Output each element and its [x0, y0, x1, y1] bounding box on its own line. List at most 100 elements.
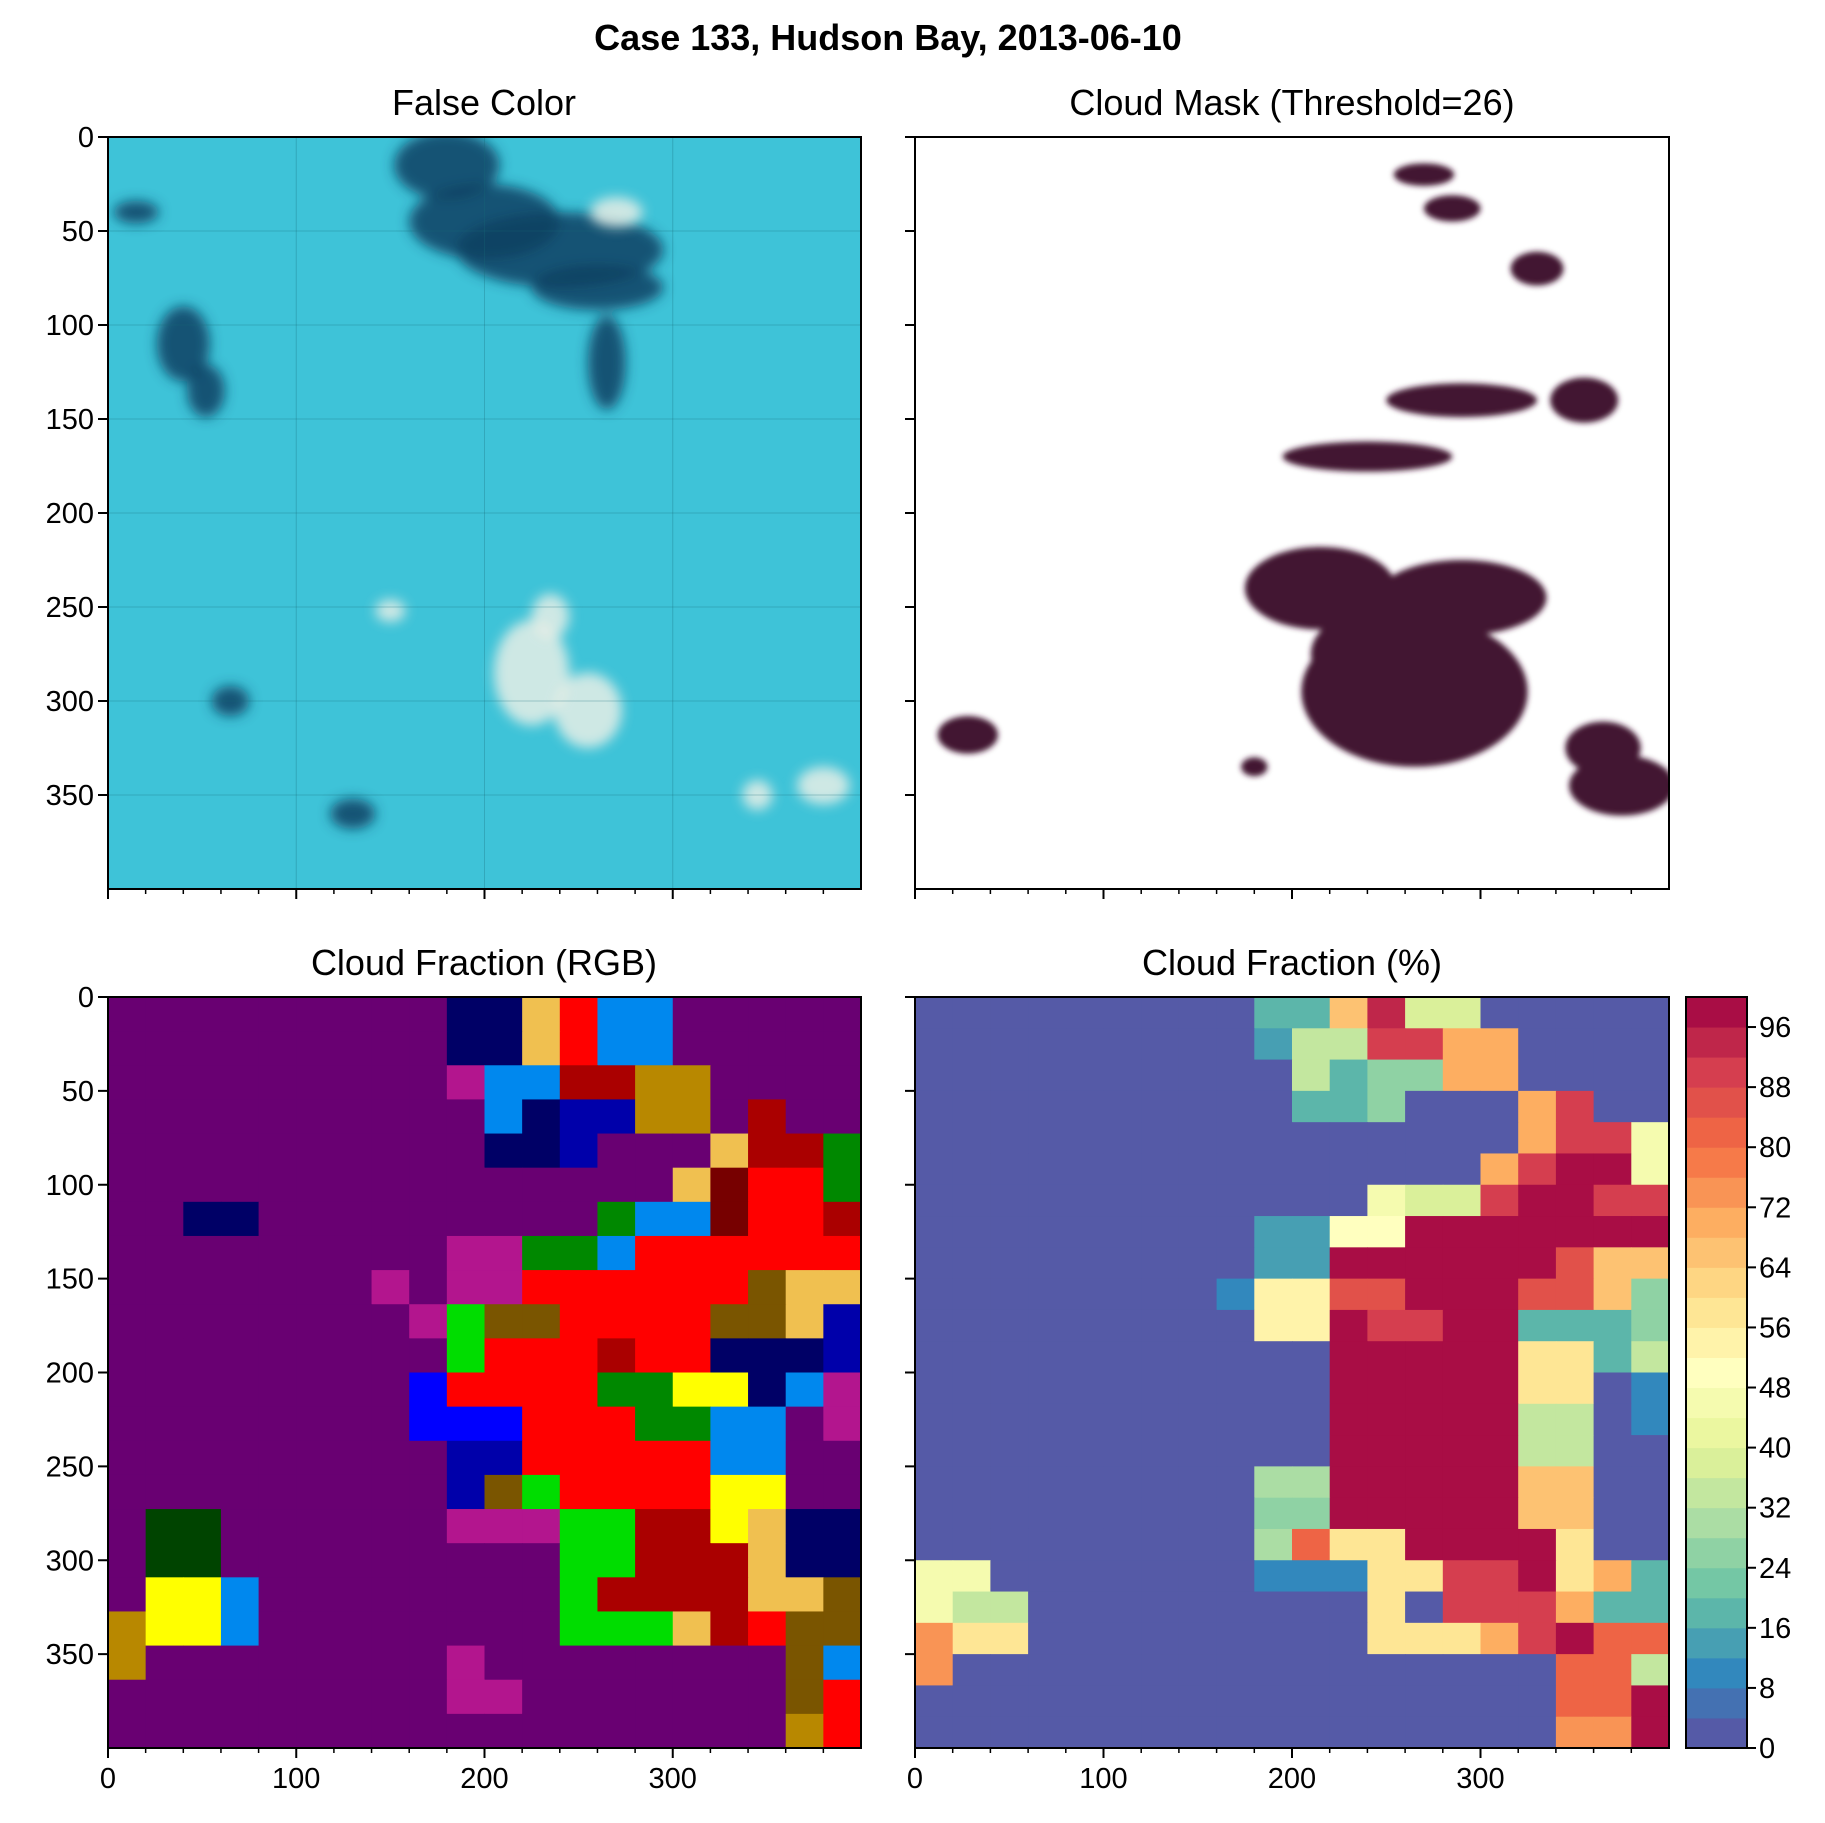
- grid-cell: [1028, 1466, 1067, 1499]
- grid-cell: [484, 1406, 523, 1442]
- grid-cell: [1141, 1028, 1180, 1061]
- grid-cell: [1555, 997, 1595, 1029]
- grid-cell: [915, 1278, 954, 1311]
- grid-cell: [522, 1440, 561, 1476]
- grid-cell: [409, 1065, 448, 1100]
- grid-cell: [1141, 1372, 1180, 1405]
- cloud-region: [1510, 251, 1564, 286]
- grid-cell: [220, 1372, 260, 1408]
- grid-cell: [1216, 997, 1255, 1029]
- grid-cell: [409, 1406, 448, 1442]
- grid-cell: [183, 1201, 222, 1237]
- grid-cell: [1065, 1153, 1104, 1186]
- grid-cell: [1178, 1372, 1218, 1405]
- grid-cell: [915, 1403, 954, 1436]
- grid-cell: [1405, 1591, 1444, 1624]
- grid-cell: [1103, 1591, 1142, 1624]
- grid-cell: [220, 1509, 260, 1544]
- grid-cell: [1518, 1403, 1557, 1436]
- grid-cell: [1480, 1685, 1519, 1718]
- grid-cell: [1028, 1184, 1067, 1217]
- grid-cell: [1555, 1278, 1595, 1311]
- grid-cell: [559, 1406, 598, 1442]
- grid-cell: [522, 1543, 561, 1578]
- grid-cell: [1028, 1278, 1067, 1311]
- grid-cell: [1254, 1497, 1293, 1530]
- grid-cell: [1593, 1654, 1632, 1686]
- grid-cell: [1442, 1685, 1481, 1718]
- grid-cell: [1631, 1247, 1669, 1280]
- grid-cell: [635, 1372, 674, 1408]
- grid-cell: [522, 1031, 561, 1066]
- grid-cell: [1405, 1716, 1444, 1748]
- grid-cell: [1405, 1122, 1444, 1154]
- grid-cell: [333, 1679, 373, 1715]
- grid-cell: [522, 1713, 561, 1748]
- grid-cell: [1367, 1372, 1406, 1405]
- grid-cell: [220, 1679, 260, 1715]
- colorbar-level: [1686, 1267, 1747, 1298]
- grid-cell: [1442, 1153, 1481, 1186]
- grid-cell: [220, 1099, 260, 1135]
- grid-cell: [1216, 1685, 1255, 1718]
- grid-cell: [1103, 1716, 1142, 1748]
- grid-cell: [1065, 1560, 1104, 1593]
- grid-cell: [1292, 1654, 1331, 1686]
- grid-cell: [672, 1235, 711, 1271]
- grid-cell: [296, 1679, 335, 1715]
- grid-cell: [952, 1654, 991, 1686]
- grid-cell: [258, 1065, 297, 1100]
- grid-cell: [145, 1440, 184, 1476]
- grid-cell: [1631, 1309, 1669, 1342]
- grid-cell: [710, 1270, 749, 1305]
- grid-cell: [1367, 1622, 1406, 1655]
- grid-cell: [1103, 1341, 1142, 1373]
- grid-cell: [1593, 1059, 1632, 1092]
- grid-cell: [559, 1474, 598, 1510]
- grid-cell: [635, 1065, 674, 1100]
- grid-cell: [333, 1065, 373, 1100]
- grid-cell: [1216, 1497, 1255, 1530]
- grid-cell: [220, 1474, 260, 1510]
- grid-cell: [1065, 1435, 1104, 1467]
- grid-cell: [1141, 1247, 1180, 1280]
- grid-cell: [559, 1577, 598, 1612]
- grid-cell: [1480, 1560, 1519, 1593]
- grid-cell: [220, 1065, 260, 1100]
- grid-cell: [1593, 1716, 1632, 1748]
- grid-cell: [1480, 997, 1519, 1029]
- grid-cell: [952, 1216, 991, 1248]
- grid-cell: [785, 1543, 824, 1578]
- cloud-patch: [531, 593, 570, 639]
- grid-cell: [748, 1509, 787, 1544]
- grid-cell: [915, 1685, 954, 1718]
- grid-cell: [1442, 1216, 1481, 1248]
- grid-cell: [1103, 1184, 1142, 1217]
- grid-cell: [915, 1059, 954, 1092]
- grid-cell: [446, 1679, 485, 1715]
- grid-cell: [990, 1497, 1029, 1530]
- grid-cell: [1254, 1278, 1293, 1311]
- grid-cell: [1178, 1184, 1218, 1217]
- grid-cell: [446, 1201, 485, 1237]
- colorbar-tick-label: 0: [1759, 1733, 1775, 1765]
- colorbar-level: [1686, 1597, 1747, 1629]
- grid-cell: [1065, 1685, 1104, 1718]
- grid-cell: [952, 1497, 991, 1530]
- grid-cell: [1367, 1122, 1406, 1154]
- grid-cell: [1178, 1278, 1218, 1311]
- colorbar-tick-label: 96: [1759, 1012, 1791, 1044]
- grid-cell: [1367, 1591, 1406, 1624]
- grid-cell: [1631, 1122, 1669, 1154]
- grid-cell: [371, 1679, 410, 1715]
- grid-cell: [1480, 1466, 1519, 1499]
- panel-title-false-color: False Color: [392, 82, 576, 123]
- grid-cell: [1480, 1435, 1519, 1467]
- grid-cell: [785, 1065, 824, 1100]
- grid-cell: [1178, 1090, 1218, 1123]
- grid-cell: [145, 997, 184, 1032]
- grid-cell: [484, 1031, 523, 1066]
- grid-cell: [672, 1611, 711, 1647]
- grid-cell: [296, 1065, 335, 1100]
- grid-cell: [1329, 1403, 1368, 1436]
